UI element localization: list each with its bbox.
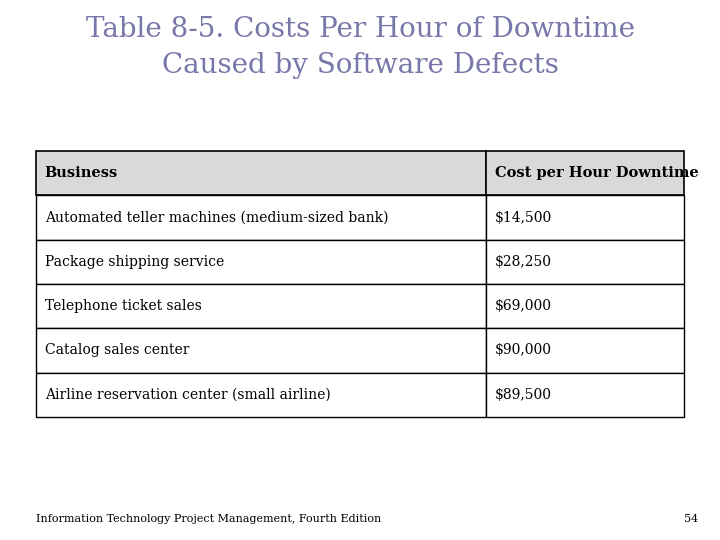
Text: Catalog sales center: Catalog sales center [45,343,189,357]
Text: $28,250: $28,250 [495,255,552,269]
Text: Cost per Hour Downtime: Cost per Hour Downtime [495,166,698,180]
Bar [487,328,684,373]
Text: $89,500: $89,500 [495,388,552,402]
Text: $69,000: $69,000 [495,299,552,313]
Bar [36,328,487,373]
Bar [487,195,684,240]
Bar [487,151,684,195]
Text: $90,000: $90,000 [495,343,552,357]
Text: Business: Business [45,166,118,180]
Text: Airline reservation center (small airline): Airline reservation center (small airlin… [45,388,330,402]
Text: Telephone ticket sales: Telephone ticket sales [45,299,202,313]
Bar [36,151,487,195]
Text: Package shipping service: Package shipping service [45,255,224,269]
Bar [487,373,684,417]
Text: $14,500: $14,500 [495,211,552,225]
Text: Information Technology Project Management, Fourth Edition: Information Technology Project Managemen… [36,514,382,524]
Bar [487,284,684,328]
Bar [36,373,487,417]
Text: 54: 54 [684,514,698,524]
Text: Automated teller machines (medium-sized bank): Automated teller machines (medium-sized … [45,211,388,225]
Bar [36,240,487,284]
Text: Table 8-5. Costs Per Hour of Downtime
Caused by Software Defects: Table 8-5. Costs Per Hour of Downtime Ca… [86,16,634,79]
Bar [36,195,487,240]
Bar [36,284,487,328]
Bar [487,240,684,284]
